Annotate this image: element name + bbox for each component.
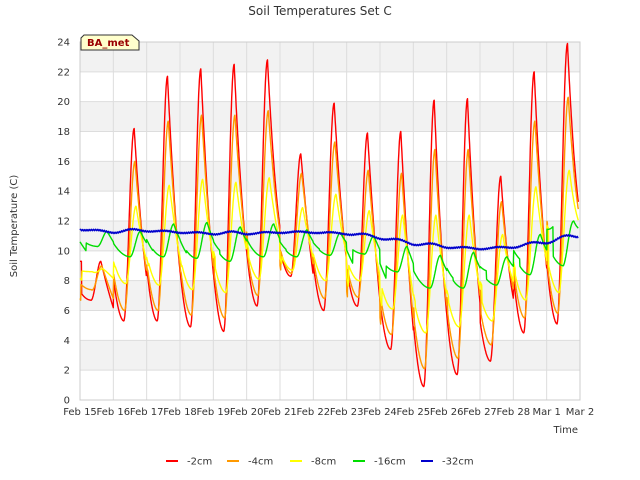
y-tick-label: 14 [57, 187, 70, 198]
x-axis-label: Time [553, 425, 578, 436]
y-tick-label: 22 [57, 67, 70, 78]
x-tick-label: Feb 27 [463, 407, 497, 418]
x-tick-labels: Feb 15 Feb 16 Feb 17 Feb 18 Feb 19 Feb 20 Feb … [63, 407, 594, 418]
x-tick-label: Feb 18 [163, 407, 197, 418]
x-tick-label: Feb 21 [263, 407, 297, 418]
chart-title: Soil Temperatures Set C [248, 4, 391, 18]
legend-label: -2cm [187, 457, 212, 468]
y-tick-label: 6 [64, 306, 70, 317]
y-tick-label: 12 [57, 217, 70, 228]
plot-area-border [79, 41, 581, 401]
station-badge-box [80, 34, 140, 51]
y-tick-label: 10 [57, 246, 70, 257]
x-tick-label: Mar 2 [566, 407, 594, 418]
x-tick-label: Feb 23 [330, 407, 364, 418]
y-tick-label: 16 [57, 157, 70, 168]
y-tick-label: 24 [57, 38, 70, 49]
y-tick-label: 2 [64, 366, 70, 377]
x-tick-label: Feb 25 [397, 407, 431, 418]
series-lines [79, 42, 579, 388]
x-tick-label: Feb 16 [97, 407, 131, 418]
plot-band [80, 101, 580, 132]
y-axis-label: Soil Temperature (C) [9, 175, 20, 278]
legend: -2cm -4cm -8cm -16cm -32cm [166, 457, 474, 468]
x-tick-label: Feb 19 [197, 407, 231, 418]
legend-label: -16cm [374, 457, 406, 468]
y-tick-label: 20 [57, 97, 70, 108]
legend-label: -32cm [442, 457, 474, 468]
station-badge: BA_met [80, 34, 140, 51]
x-tick-label: Feb 17 [130, 407, 164, 418]
plot-band [80, 340, 580, 371]
x-tick-label: Feb 28 [497, 407, 531, 418]
x-tick-label: Feb 26 [430, 407, 464, 418]
series-line-minus-32cm [79, 227, 579, 251]
series-line-minus-8cm [79, 169, 579, 334]
y-tick-label: 0 [64, 396, 70, 407]
legend-label: -4cm [248, 457, 273, 468]
x-tick-label: Mar 1 [532, 407, 560, 418]
plot-band [80, 42, 580, 72]
x-tick-label: Feb 20 [230, 407, 264, 418]
series-line-minus-2cm [79, 42, 579, 388]
y-tick-label: 8 [64, 276, 70, 287]
x-tick-label: Feb 15 [63, 407, 97, 418]
x-tick-label: Feb 24 [363, 407, 397, 418]
y-tick-label: 4 [64, 336, 70, 347]
station-badge-label: BA_met [87, 38, 130, 49]
x-tick-label: Feb 22 [297, 407, 331, 418]
y-tick-label: 18 [57, 127, 70, 138]
series-line-minus-16cm [79, 220, 579, 289]
legend-label: -8cm [311, 457, 336, 468]
